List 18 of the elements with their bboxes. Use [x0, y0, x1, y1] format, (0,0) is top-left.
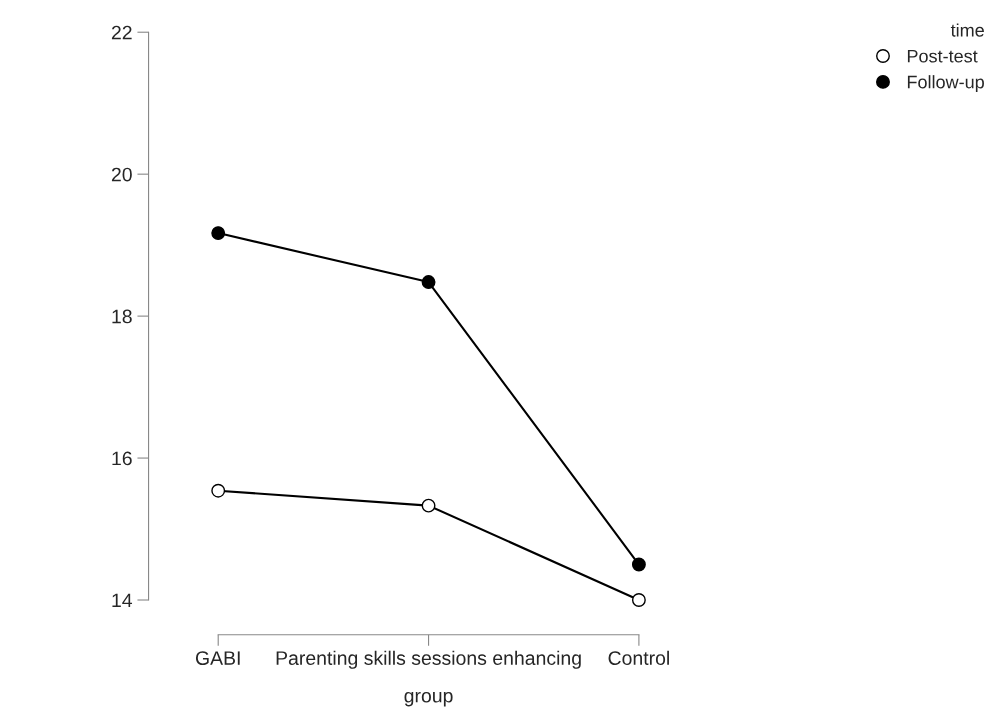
point [421, 498, 436, 513]
legend-label: Follow-up [907, 75, 984, 92]
point [211, 226, 226, 241]
point [211, 483, 226, 498]
point [421, 275, 436, 289]
point [631, 593, 646, 607]
x-axis-title: group [404, 691, 453, 707]
y-tick-label: 18 [112, 309, 132, 324]
y-tick-label: 22 [111, 25, 132, 40]
y-tick-label: 20 [111, 167, 132, 182]
x-tick-label: Parenting skills sessions enhancing [276, 650, 581, 669]
x-tick-label: GABI [195, 651, 240, 665]
y-tick-label: 14 [112, 593, 133, 608]
legend-label: Post-test [907, 49, 978, 63]
legend-title: time [950, 23, 984, 37]
y-tick-label: 16 [112, 451, 132, 466]
point [631, 557, 646, 572]
x-tick-label: Control [608, 650, 669, 665]
